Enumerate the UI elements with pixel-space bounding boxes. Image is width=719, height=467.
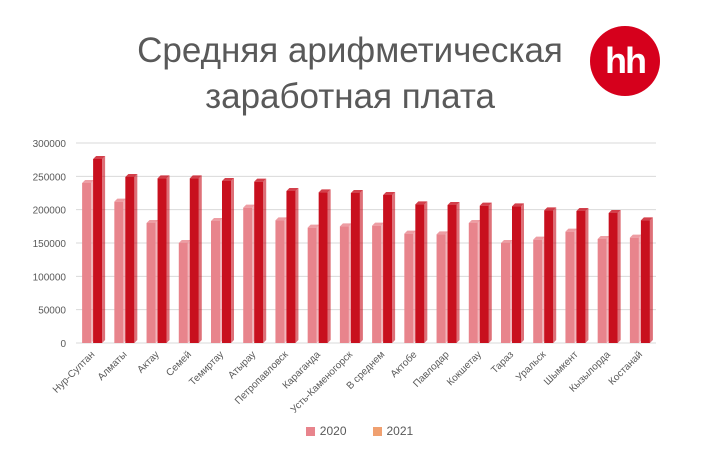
bar-2020 (468, 220, 481, 343)
bar-2021 (415, 201, 428, 343)
bar-2020 (243, 204, 256, 343)
chart-legend: 2020 2021 (0, 424, 719, 438)
bar-2021 (640, 217, 653, 343)
hh-logo-text: hh (605, 40, 647, 81)
bar-2021 (544, 207, 557, 343)
bar-2021 (608, 210, 621, 343)
bar-2021 (318, 189, 331, 343)
y-tick-label: 300000 (33, 139, 67, 150)
bar-2020 (533, 236, 546, 343)
legend-swatch-2020 (305, 426, 315, 436)
bar-2021 (350, 190, 363, 343)
chart-title: Средняя арифметическая заработная плата (0, 28, 700, 120)
bar-2021 (189, 175, 202, 343)
legend-swatch-2021 (372, 426, 382, 436)
bar-2020 (629, 234, 642, 343)
bar-2020 (178, 240, 191, 343)
bar-2020 (501, 240, 513, 343)
bar-2020 (404, 230, 417, 343)
bar-2021 (383, 192, 396, 343)
bar-2021 (447, 202, 460, 343)
hh-logo: hh (590, 26, 660, 96)
bar-2020 (211, 218, 223, 343)
bar-2021 (93, 156, 106, 343)
legend-item-2020: 2020 (305, 424, 347, 438)
legend-item-2021: 2021 (372, 424, 414, 438)
x-tick-label: Костанай (607, 349, 645, 387)
bar-2020 (565, 228, 578, 343)
legend-label-2021: 2021 (386, 424, 414, 438)
y-tick-label: 100000 (33, 272, 67, 283)
x-tick-label: Актау (135, 349, 161, 375)
y-tick-label: 150000 (33, 239, 67, 250)
y-tick-label: 200000 (33, 206, 67, 217)
bar-2020 (82, 180, 95, 343)
bar-2021 (157, 175, 170, 343)
bar-2020 (146, 220, 159, 343)
bar-2021 (576, 208, 589, 343)
x-tick-label: Семей (164, 349, 194, 379)
y-tick-label: 0 (60, 339, 66, 350)
legend-label-2020: 2020 (319, 424, 347, 438)
bar-2020 (436, 231, 449, 343)
bar-2021 (125, 174, 138, 343)
x-tick-label: Кокшетау (445, 349, 484, 388)
bar-2020 (114, 198, 127, 343)
bar-2020 (597, 236, 610, 343)
bar-2021 (254, 178, 267, 343)
bar-2021 (286, 188, 299, 343)
x-tick-label: Атырау (226, 349, 258, 381)
chart-title-line1: Средняя арифметическая (137, 31, 563, 70)
bar-2021 (512, 203, 524, 343)
x-tick-label: Нур-Султан (51, 349, 97, 395)
y-tick-label: 50000 (38, 306, 66, 317)
bar-2020 (307, 224, 320, 343)
x-tick-label: Тараз (489, 349, 516, 376)
bar-2020 (275, 217, 288, 343)
x-tick-label: Актобе (388, 348, 420, 380)
bar-2020 (339, 223, 352, 343)
chart-title-line2: заработная плата (205, 77, 495, 116)
bar-2021 (479, 202, 492, 343)
x-tick-label: Алматы (96, 349, 130, 383)
bar-2021 (222, 178, 234, 343)
bar-2020 (372, 222, 385, 343)
x-tick-label: Темиртау (187, 349, 226, 388)
y-tick-label: 250000 (33, 172, 67, 183)
